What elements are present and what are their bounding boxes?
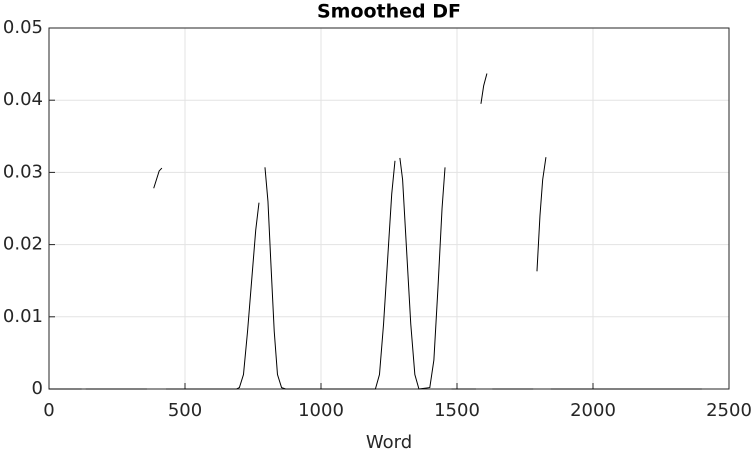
y-tick-label: 0.01 xyxy=(3,306,43,327)
axes-box xyxy=(48,27,730,390)
y-tick-label: 0.04 xyxy=(3,89,43,110)
x-tick-label: 2000 xyxy=(570,400,616,421)
chart-title: Smoothed DF xyxy=(317,1,461,23)
y-tick-label: 0.05 xyxy=(3,17,43,38)
x-tick-label: 1500 xyxy=(434,400,480,421)
data-line xyxy=(49,73,702,390)
x-tick-label: 0 xyxy=(43,400,54,421)
x-tick-label: 1000 xyxy=(298,400,344,421)
y-tick-label: 0 xyxy=(32,378,43,399)
x-tick-label: 2500 xyxy=(706,400,752,421)
y-tick-label: 0.03 xyxy=(3,161,43,182)
y-tick-label: 0.02 xyxy=(3,234,43,255)
x-tick-label: 500 xyxy=(168,400,202,421)
plot-area xyxy=(49,28,729,389)
x-axis-label: Word xyxy=(366,432,412,453)
